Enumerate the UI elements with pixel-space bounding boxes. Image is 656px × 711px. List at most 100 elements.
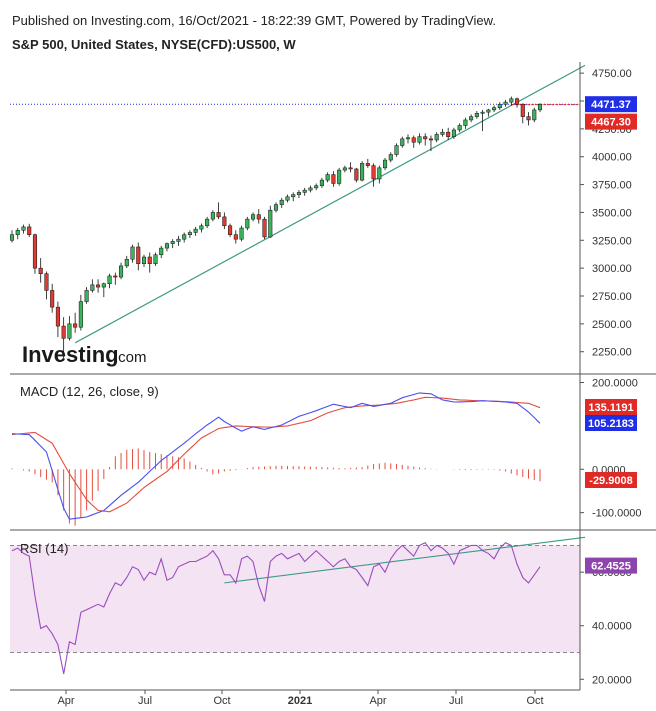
candle-body [365, 163, 370, 166]
candle-body [463, 119, 468, 126]
current-price-label: 4467.30 [591, 117, 631, 129]
candle-body [354, 168, 359, 181]
watermark-brand: Investing [22, 342, 119, 367]
candle-body [176, 238, 181, 242]
last-close-label-bg [585, 96, 637, 113]
candle-body [285, 196, 290, 201]
candle-body [9, 234, 15, 241]
candle-body [497, 104, 502, 108]
candle-body [96, 284, 101, 288]
candle-body [50, 290, 55, 308]
candle-body [440, 131, 445, 135]
candle-body [434, 134, 439, 141]
candle-body [210, 212, 215, 220]
candle-body [273, 204, 279, 211]
macd-value-bg [585, 415, 637, 431]
candle-body [239, 227, 244, 240]
price-tick-label: 3250.00 [592, 235, 632, 247]
candle-body [314, 185, 319, 189]
candle-body [405, 137, 411, 140]
candle-body [216, 212, 221, 218]
candle-body [377, 167, 382, 180]
candle-body [526, 116, 531, 121]
watermark-suffix: .com [114, 349, 147, 366]
candle-body [193, 228, 198, 233]
candle-body [268, 209, 273, 238]
candle-body [256, 214, 261, 220]
candle-body [302, 189, 307, 193]
macd-histogram-value-bg [585, 472, 637, 488]
candle-body [457, 125, 462, 131]
candle-body [245, 218, 250, 229]
candle-body [509, 98, 514, 103]
candle-body [308, 187, 313, 191]
investing-watermark: Investing .com [22, 342, 147, 367]
price-tick-label: 4750.00 [592, 68, 632, 80]
candle-body [532, 109, 537, 121]
candle-body [90, 284, 95, 291]
candle-body [44, 273, 49, 291]
rsi-title: RSI (14) [20, 541, 68, 556]
candle-body [423, 136, 428, 140]
price-panel [9, 64, 586, 361]
candle-body [296, 192, 301, 195]
x-tick-label: Jul [449, 695, 463, 707]
candle-body [222, 216, 227, 227]
candle-body [101, 283, 106, 288]
price-tick-label: 3000.00 [592, 263, 632, 275]
candle-body [21, 226, 26, 231]
candle-body [348, 167, 353, 170]
candle-body [182, 234, 187, 240]
x-tick-label: Apr [57, 695, 74, 707]
candle-body [417, 136, 422, 143]
candle-body [84, 290, 89, 302]
candle-body [446, 131, 451, 137]
candle-body [187, 232, 192, 235]
x-tick-label: Jul [138, 695, 152, 707]
candle-body [428, 138, 433, 141]
candle-body [262, 218, 267, 238]
candle-body [492, 107, 497, 111]
candle-body [486, 109, 491, 113]
macd-signal-value: 135.1191 [588, 402, 633, 414]
macd-value: 105.2183 [588, 418, 634, 430]
candle-body [107, 275, 112, 284]
macd-panel: MACD (12, 26, close, 9) [11, 384, 541, 526]
candle-body [411, 137, 416, 143]
rsi-value: 62.4525 [591, 561, 631, 573]
candle-body [480, 111, 485, 114]
rsi-value-bg [585, 557, 637, 574]
price-trendline [74, 64, 586, 344]
candle-body [291, 194, 296, 198]
candle-body [383, 159, 388, 169]
candle-body [159, 247, 164, 256]
price-tick-label: 2500.00 [592, 319, 632, 331]
macd-signal-line [11, 396, 541, 513]
last-close-label: 4471.37 [591, 99, 631, 111]
x-tick-label: Oct [213, 695, 230, 707]
candle-body [124, 258, 129, 267]
candle-body [55, 306, 60, 327]
candle-body [228, 225, 233, 235]
candle-body [32, 234, 37, 269]
rsi-trendline [224, 536, 586, 584]
candle-body [469, 116, 474, 121]
candle-body [342, 167, 347, 171]
current-price-label-bg [585, 113, 637, 130]
macd-title: MACD (12, 26, close, 9) [20, 384, 159, 399]
candle-body [360, 163, 365, 181]
candle-body [474, 113, 479, 117]
candle-body [205, 218, 210, 227]
rsi-line [11, 542, 541, 675]
candle-body [503, 101, 508, 105]
candle-body [319, 179, 324, 186]
candle-body [371, 165, 376, 180]
candle-body [73, 323, 78, 328]
candle-body [388, 154, 393, 161]
candle-body [199, 225, 204, 230]
macd-tick-label: -100.0000 [592, 508, 642, 520]
candle-body [67, 323, 72, 339]
candle-body [136, 246, 141, 264]
candle-body [38, 267, 43, 274]
rsi-tick-label: 20.0000 [592, 674, 632, 686]
